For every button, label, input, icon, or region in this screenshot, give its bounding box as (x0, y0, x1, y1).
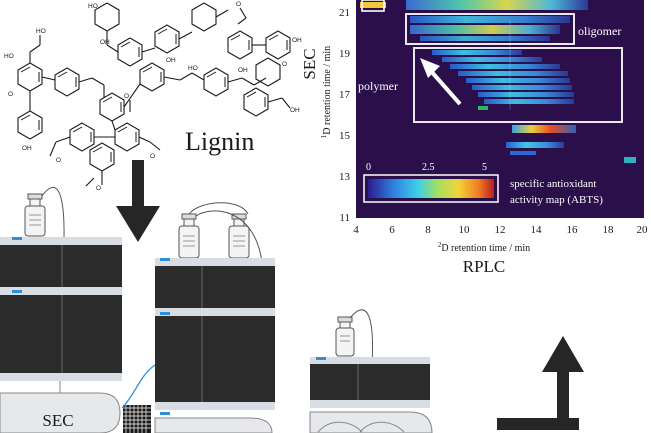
heatmap-band (410, 25, 560, 34)
svg-text:OH: OH (22, 145, 32, 152)
solvent-bottle-icon (335, 316, 355, 357)
x-tick: 12 (495, 224, 506, 236)
svg-text:OH: OH (290, 107, 300, 114)
y-tick: 11 (339, 212, 350, 224)
top-box (361, 0, 385, 12)
oligomer-label: oligomer (578, 24, 621, 38)
lignin-structure (17, 2, 291, 187)
x-tick: 16 (567, 224, 579, 236)
x-tick: 4 (353, 224, 359, 236)
solvent-bottle-icon (228, 213, 250, 259)
status-led (12, 290, 22, 293)
heatmap-band (406, 0, 588, 10)
x-axis: 4 6 8 10 12 14 16 18 20 (353, 224, 648, 236)
svg-text:O: O (124, 93, 129, 100)
binary-pump-module (155, 266, 275, 308)
colorbar-frame (363, 174, 499, 203)
lignin-label: Lignin (185, 127, 254, 156)
heatmap-band (510, 151, 536, 155)
status-led (160, 258, 170, 261)
autosampler-module (0, 295, 122, 373)
x-tick: 6 (389, 224, 395, 236)
x-axis-superscript: 2 (438, 241, 442, 249)
heatmap-band (512, 125, 576, 133)
y-tick: 19 (339, 48, 351, 60)
solvent-bottle-icon (24, 193, 46, 237)
x-axis-title: RPLC (463, 257, 506, 276)
x-tick: 18 (603, 224, 615, 236)
svg-text:O: O (150, 153, 155, 160)
x-tick: 10 (459, 224, 471, 236)
status-led (316, 357, 326, 360)
up-corner-arrow (497, 336, 584, 430)
x-tick: 8 (425, 224, 431, 236)
down-arrow (116, 160, 160, 242)
svg-text:HO: HO (4, 53, 14, 60)
y-axis-title: SEC (300, 48, 319, 79)
status-led (12, 237, 22, 240)
svg-text:HO: HO (88, 3, 98, 10)
svg-text:O: O (96, 185, 101, 192)
heatmap-band (506, 142, 564, 148)
svg-text:HO: HO (188, 65, 198, 72)
status-led (160, 312, 170, 315)
colorbar-tick: 2.5 (422, 162, 435, 173)
detector-instrument (309, 309, 433, 433)
heatmap-band (624, 157, 636, 163)
y-axis-label: D retention time / min (322, 46, 333, 135)
solvent-bottle-icon (178, 213, 200, 259)
y-axis: 11 13 15 17 19 21 (339, 7, 351, 224)
polymer-label: polymer (358, 79, 398, 93)
modulation-valve-grid-icon (123, 405, 151, 433)
oligomer-box (405, 13, 575, 45)
rplc-instrument (154, 202, 275, 433)
svg-text:2D retention time / min: 2D retention time / min (438, 241, 530, 254)
y-tick: 21 (339, 7, 350, 19)
svg-text:OH: OH (166, 57, 176, 64)
column-compartment-module (155, 316, 275, 402)
y-axis-superscript: 1 (320, 134, 328, 138)
colorbar-tick: 0 (366, 162, 371, 173)
x-tick: 20 (637, 224, 649, 236)
colorbar-caption-2: activity map (ABTS) (510, 194, 603, 206)
sec-instrument: SEC (0, 186, 122, 433)
heatmap-band (410, 16, 570, 23)
colorbar-caption-1: specific antioxidant (510, 178, 596, 190)
polymer-streaks (432, 50, 574, 110)
sec-label: SEC (42, 411, 73, 430)
pump-module (0, 245, 122, 287)
svg-text:O: O (8, 91, 13, 98)
heatmap-band (420, 36, 550, 41)
polymer-arrow (420, 58, 462, 106)
heatmap-band (360, 2, 386, 8)
y-tick: 13 (339, 171, 351, 183)
svg-text:OH: OH (100, 39, 110, 46)
lignin-ring-bonds (20, 28, 288, 162)
colorbar-tick: 5 (482, 162, 487, 173)
colorbar (368, 179, 494, 198)
svg-text:1D retention time / min: 1D retention time / min (320, 46, 333, 138)
svg-text:O: O (282, 61, 287, 68)
svg-text:HO: HO (36, 28, 46, 35)
status-led (160, 412, 170, 415)
svg-text:O: O (236, 1, 241, 8)
detector-module (310, 364, 430, 400)
x-axis-label: D retention time / min (441, 243, 530, 254)
heatmap-chart: oligomer polymer 0 2.5 5 specific antiox… (356, 0, 644, 218)
svg-text:OH: OH (292, 37, 302, 44)
polymer-box (413, 47, 623, 123)
svg-text:O: O (56, 157, 61, 164)
svg-text:OH: OH (238, 67, 248, 74)
x-tick: 14 (531, 224, 543, 236)
y-tick: 17 (339, 89, 351, 101)
y-tick: 15 (339, 130, 351, 142)
